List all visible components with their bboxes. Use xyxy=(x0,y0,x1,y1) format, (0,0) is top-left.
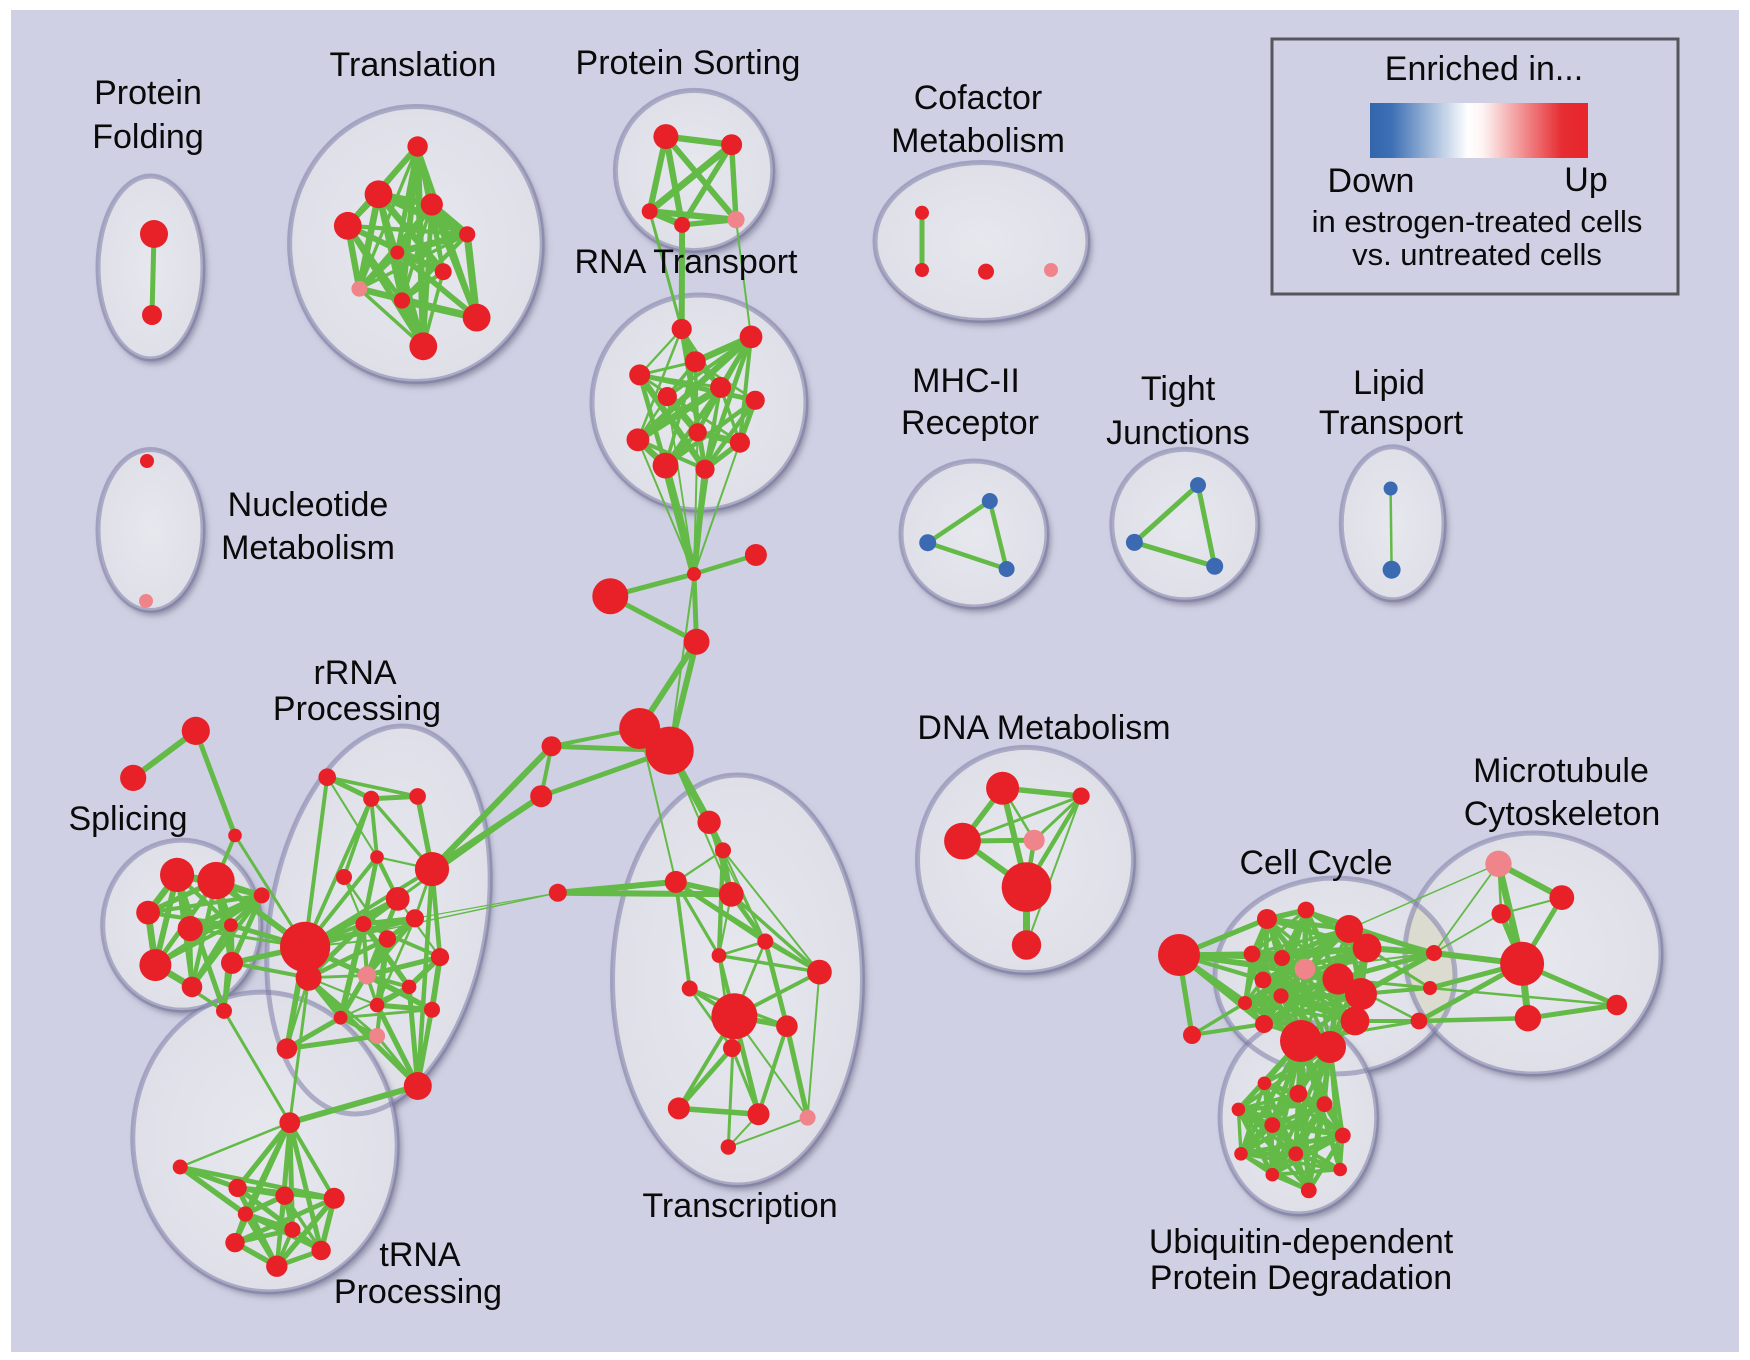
svg-text:Cytoskeleton: Cytoskeleton xyxy=(1464,795,1661,833)
svg-text:rRNA: rRNA xyxy=(313,654,396,692)
svg-text:Tight: Tight xyxy=(1141,370,1216,408)
svg-text:Processing: Processing xyxy=(334,1273,502,1311)
svg-text:Down: Down xyxy=(1328,162,1415,200)
svg-text:Junctions: Junctions xyxy=(1106,414,1250,452)
svg-text:Cell Cycle: Cell Cycle xyxy=(1239,844,1392,882)
svg-text:DNA Metabolism: DNA Metabolism xyxy=(917,709,1170,747)
svg-text:Splicing: Splicing xyxy=(68,800,187,838)
svg-text:Transcription: Transcription xyxy=(642,1187,837,1225)
svg-text:Protein: Protein xyxy=(94,74,202,112)
svg-text:RNA Transport: RNA Transport xyxy=(575,243,799,281)
svg-text:Receptor: Receptor xyxy=(901,404,1039,442)
svg-text:Cofactor: Cofactor xyxy=(914,79,1043,117)
svg-text:Nucleotide: Nucleotide xyxy=(228,486,389,524)
svg-text:vs. untreated cells: vs. untreated cells xyxy=(1352,237,1602,272)
svg-text:Ubiquitin-dependent: Ubiquitin-dependent xyxy=(1149,1223,1454,1261)
svg-text:Folding: Folding xyxy=(92,118,204,156)
svg-text:in estrogen-treated cells: in estrogen-treated cells xyxy=(1312,204,1643,239)
svg-text:Protein Degradation: Protein Degradation xyxy=(1150,1259,1452,1297)
svg-text:Up: Up xyxy=(1564,161,1607,199)
svg-text:Metabolism: Metabolism xyxy=(891,122,1065,160)
svg-text:Metabolism: Metabolism xyxy=(221,529,395,567)
svg-text:Lipid: Lipid xyxy=(1353,364,1425,402)
svg-text:Protein Sorting: Protein Sorting xyxy=(576,44,801,82)
svg-text:Translation: Translation xyxy=(330,46,497,84)
svg-text:Microtubule: Microtubule xyxy=(1473,752,1649,790)
svg-text:Enriched in...: Enriched in... xyxy=(1385,50,1583,88)
svg-text:tRNA: tRNA xyxy=(379,1236,461,1274)
svg-text:Transport: Transport xyxy=(1319,404,1464,442)
svg-text:Processing: Processing xyxy=(273,690,441,728)
svg-text:MHC-II: MHC-II xyxy=(912,362,1020,400)
